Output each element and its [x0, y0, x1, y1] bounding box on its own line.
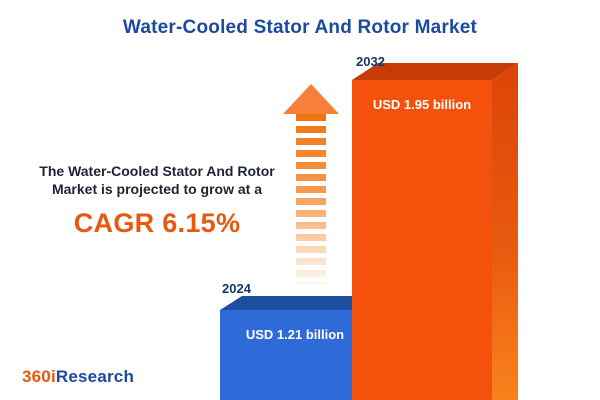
- market-description: The Water-Cooled Stator And Rotor Market…: [14, 162, 300, 242]
- logo-part-research: Research: [55, 367, 135, 386]
- arrow-shaft-icon: [296, 114, 326, 284]
- bar-2032-year-label: 2032: [356, 54, 385, 69]
- cagr-value: CAGR 6.15%: [73, 207, 241, 238]
- arrow-head-icon: [283, 84, 339, 114]
- bar-2032-side-face: [492, 63, 518, 400]
- bar-2024-top-face: [220, 296, 392, 310]
- logo-part-360i: 360i: [22, 367, 56, 386]
- description-line-2: Market is projected to grow at a: [51, 181, 263, 198]
- bar-2032-value-label: USD 1.95 billion: [372, 97, 472, 112]
- page-title: Water-Cooled Stator And Rotor Market: [122, 17, 478, 38]
- brand-logo: 360iResearch: [22, 367, 134, 387]
- bar-2032-top-face: [352, 63, 518, 80]
- bar-2024-value-label: USD 1.21 billion: [245, 327, 345, 342]
- description-line-1: The Water-Cooled Stator And Rotor: [39, 163, 275, 179]
- bar-2032-front-face: [352, 80, 492, 400]
- bar-2024-front-face: [220, 310, 370, 400]
- bar-2024-year-label: 2024: [222, 281, 251, 296]
